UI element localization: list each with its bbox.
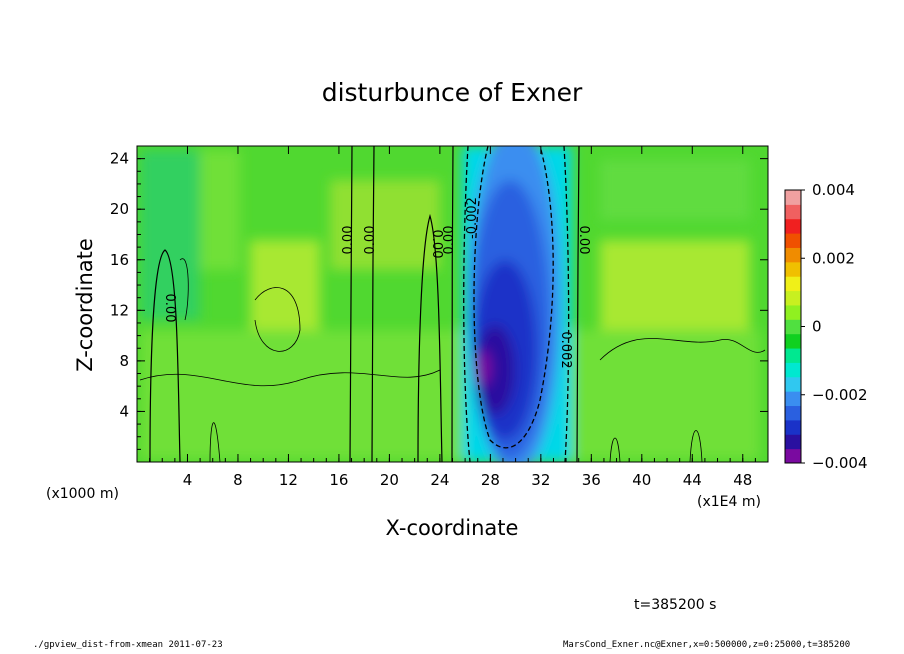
x-unit-note: (x1E4 m)	[697, 494, 761, 510]
contour-label: 0.00	[429, 230, 444, 259]
colorbar	[785, 190, 801, 464]
colorbar-segment	[785, 319, 801, 335]
contour-label: 0.002	[558, 331, 573, 368]
contour-line	[599, 338, 766, 361]
contour-line	[179, 258, 189, 321]
colorbar-segment	[785, 391, 801, 407]
footer-left-note: ./gpview_dist-from-xmean 2011-07-23	[33, 640, 223, 650]
contour-line	[576, 146, 580, 462]
y-axis: 4 8 12 16 20 24	[110, 150, 768, 450]
contour-label: 0.00	[341, 226, 356, 255]
field-patch	[475, 350, 491, 386]
colorbar-tick-label: −0.004	[812, 454, 868, 472]
x-tick-label: 4	[183, 471, 193, 489]
plot-area: 0.00 0.00 0.00 0.00 0.00 0.00 -0.002 0.0…	[137, 146, 768, 462]
y-axis-label: Z-coordinate	[73, 238, 97, 372]
contour-line	[689, 430, 703, 462]
x-axis: 4 8 12 16 20 24 28 32 36 40 44 48	[149, 146, 756, 489]
y-tick-label: 4	[119, 402, 129, 420]
y-tick-label: 12	[110, 301, 129, 319]
contour-label: 0.00	[162, 294, 177, 323]
contour-line	[473, 146, 554, 449]
colorbar-segment	[785, 247, 801, 263]
colorbar-segment	[785, 233, 801, 248]
contour-line	[451, 146, 454, 462]
x-tick-label: 40	[632, 471, 651, 489]
contour-label: -0.002	[465, 197, 480, 239]
colorbar-segment	[785, 261, 801, 277]
colorbar-segment	[785, 362, 801, 378]
x-tick-label: 36	[582, 471, 601, 489]
field-patch	[250, 240, 320, 330]
contour-label: 0.00	[363, 226, 378, 255]
field-patch	[600, 240, 750, 330]
time-label: t=385200 s	[634, 597, 716, 613]
contour-line	[463, 146, 471, 462]
x-axis-label: X-coordinate	[386, 516, 519, 540]
y-tick-label: 16	[110, 251, 129, 269]
colorbar-segment	[785, 276, 801, 292]
contour-label: 0.00	[442, 226, 457, 255]
colorbar-segment	[785, 290, 801, 306]
colorbar-tick-label: 0.002	[812, 249, 855, 267]
contour-label: 0.00	[576, 226, 591, 255]
colorbar-segment	[785, 348, 801, 363]
y-tick-label: 20	[110, 200, 129, 218]
chart-title: disturbunce of Exner	[322, 78, 583, 107]
colorbar-segment	[785, 204, 801, 220]
field-patch	[475, 325, 515, 415]
footer-right-note: MarsCond_Exner.nc@Exner,x=0:500000,z=0:2…	[563, 640, 851, 650]
field-patch	[140, 330, 760, 460]
contour-line	[149, 249, 181, 462]
x-tick-label: 32	[531, 471, 550, 489]
colorbar-segment	[785, 333, 801, 349]
colorbar-tick-label: 0.004	[812, 181, 855, 199]
y-tick-label: 24	[110, 150, 129, 168]
colorbar-labels: 0.004 0.002 0 −0.002 −0.004	[801, 181, 868, 472]
x-tick-label: 20	[380, 471, 399, 489]
colorbar-segment	[785, 376, 801, 392]
contour-line	[209, 422, 221, 462]
negative-contours	[463, 146, 570, 462]
y-unit-note: (x1000 m)	[46, 486, 119, 502]
contour-line	[417, 213, 443, 462]
contour-line	[563, 146, 570, 462]
colorbar-segment	[785, 434, 801, 450]
field-shading	[140, 146, 760, 462]
contour-line	[349, 146, 353, 462]
colorbar-segment	[785, 419, 801, 435]
colorbar-segment	[785, 304, 801, 320]
x-tick-label: 24	[430, 471, 449, 489]
contour-line	[371, 146, 375, 462]
x-tick-label: 12	[279, 471, 298, 489]
field-patch	[600, 160, 750, 220]
zero-contours	[139, 146, 766, 462]
field-patch	[330, 180, 440, 270]
x-tick-label: 16	[329, 471, 348, 489]
contour-line	[139, 369, 441, 387]
contour-line	[609, 437, 621, 462]
contour-line	[254, 287, 301, 352]
colorbar-segment	[785, 405, 801, 421]
field-patch	[140, 150, 200, 320]
x-tick-label: 44	[683, 471, 702, 489]
y-tick-label: 8	[119, 352, 129, 370]
colorbar-tick-label: 0	[812, 318, 822, 336]
x-tick-label: 28	[481, 471, 500, 489]
colorbar-segment	[785, 190, 801, 205]
x-tick-label: 8	[233, 471, 243, 489]
colorbar-tick-label: −0.002	[812, 386, 868, 404]
contour-labels: 0.00 0.00 0.00 0.00 0.00 0.00 -0.002 0.0…	[162, 197, 591, 369]
colorbar-segment	[785, 448, 801, 464]
colorbar-segment	[785, 218, 801, 234]
x-tick-label: 48	[733, 471, 752, 489]
